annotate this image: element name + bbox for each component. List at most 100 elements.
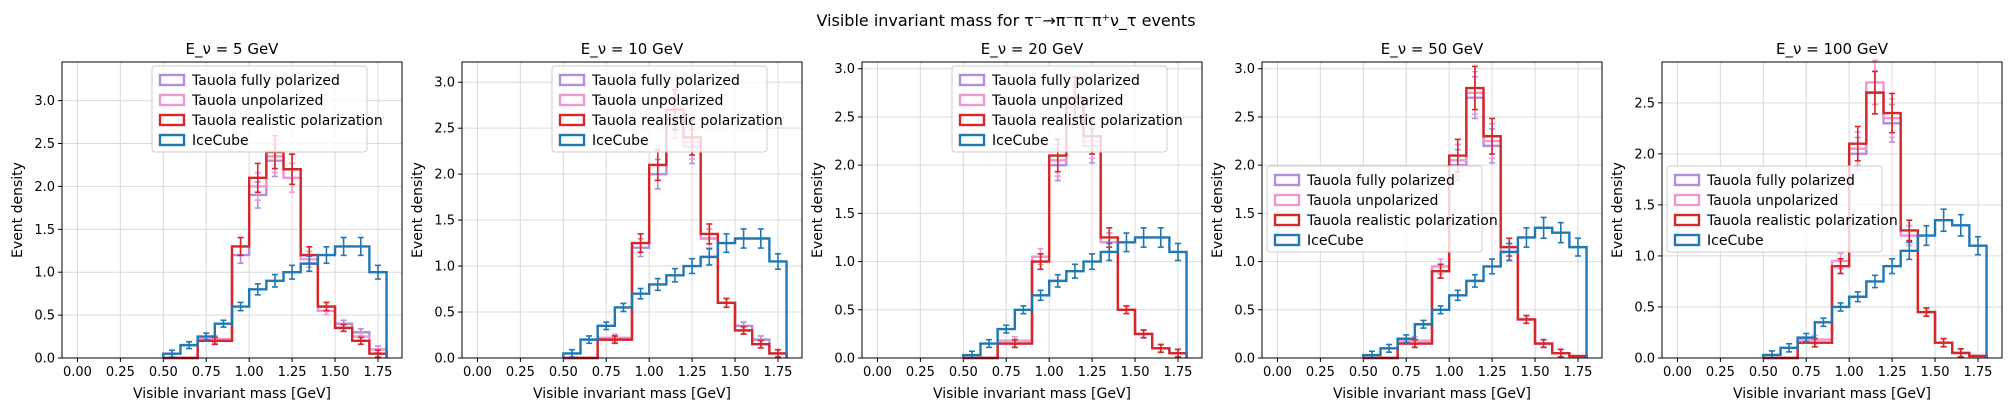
y-tick-label: 0.0 [1234, 352, 1255, 367]
y-tick-label: 0.5 [434, 306, 455, 321]
y-tick-label: 3.0 [434, 76, 455, 91]
y-tick-label: 1.0 [434, 260, 455, 275]
x-tick-label: 1.25 [278, 365, 307, 380]
legend-swatch [1273, 193, 1301, 207]
x-axis-label: Visible invariant mass [GeV] [533, 386, 731, 402]
legend-label: Tauola fully polarized [591, 73, 740, 89]
axes-frame [861, 61, 1203, 359]
y-tick-label: 2.5 [834, 110, 855, 125]
panel-title: E_ν = 10 GeV [581, 40, 684, 59]
legend-label: Tauola realistic polarization [1306, 213, 1498, 229]
legend-box [551, 65, 768, 153]
legend-label: Tauola realistic polarization [191, 113, 383, 129]
legend-box [1266, 165, 1483, 253]
x-tick-label: 1.25 [1078, 365, 1107, 380]
x-axis-label: Visible invariant mass [GeV] [1733, 386, 1931, 402]
y-tick-label: 0.0 [34, 352, 55, 367]
legend-swatch [1673, 233, 1701, 247]
legend: Tauola fully polarized Tauola unpolarized… [151, 65, 383, 153]
legend-label: Tauola fully polarized [1706, 173, 1855, 189]
y-tick-label: 2.0 [34, 180, 55, 195]
legend-swatch [1273, 213, 1301, 227]
legend-swatch [158, 133, 186, 147]
legend-swatch [1273, 233, 1301, 247]
x-tick-label: 1.00 [635, 365, 664, 380]
series-line-3 [1763, 91, 1988, 360]
y-tick-label: 2.0 [1234, 159, 1255, 174]
y-tick-label: 1.5 [1234, 207, 1255, 222]
series-line-4 [562, 237, 788, 358]
y-axis-label: Event density [810, 162, 826, 258]
legend-label: Tauola realistic polarization [1706, 213, 1898, 229]
x-tick-label: 1.75 [1563, 365, 1592, 380]
y-tick-label: 1.5 [34, 223, 55, 238]
legend-label: IceCube [1307, 233, 1364, 249]
x-tick-label: 0.00 [1263, 365, 1292, 380]
y-tick-label: 1.5 [434, 214, 455, 229]
legend-label: Tauola fully polarized [1306, 173, 1455, 189]
y-tick-label: 3.0 [1234, 62, 1255, 77]
y-tick-label: 2.5 [1634, 96, 1655, 111]
y-tick-label: 2.5 [1234, 110, 1255, 125]
x-tick-label: 0.50 [1749, 365, 1778, 380]
panel-1: 0.00 0.25 0.50 0.75 1.00 1.25 1.50 1.75 0.0 0.5 1.… [10, 40, 403, 402]
x-tick-label: 1.75 [763, 365, 792, 380]
y-axis-label: Event density [1210, 162, 1226, 258]
legend-label: Tauola unpolarized [991, 93, 1123, 109]
legend: Tauola fully polarized Tauola unpolarized… [1266, 165, 1498, 253]
x-tick-label: 1.75 [1163, 365, 1192, 380]
legend: Tauola fully polarized Tauola unpolarized… [551, 65, 783, 153]
y-tick-label: 0.5 [34, 309, 55, 324]
x-tick-label: 1.25 [1878, 365, 1907, 380]
y-tick-label: 0.5 [1234, 303, 1255, 318]
x-tick-label: 0.00 [1663, 365, 1692, 380]
series-line-3 [1363, 86, 1588, 360]
y-tick-label: 1.0 [834, 255, 855, 270]
legend-label: Tauola unpolarized [591, 93, 723, 109]
legend-label: Tauola realistic polarization [591, 113, 783, 129]
series-line-4 [962, 236, 1188, 358]
panel-4: 0.00 0.25 0.50 0.75 1.00 1.25 1.50 1.75 0.0 0.5 1.… [1210, 40, 1603, 402]
legend-label: Tauola unpolarized [191, 93, 323, 109]
x-tick-label: 0.25 [106, 365, 135, 380]
legend-swatch [1273, 173, 1301, 187]
x-tick-label: 0.75 [1392, 365, 1421, 380]
y-tick-label: 2.0 [1634, 147, 1655, 162]
y-tick-label: 2.0 [434, 168, 455, 183]
legend-swatch [158, 73, 186, 87]
y-tick-label: 1.5 [1634, 198, 1655, 213]
x-tick-label: 0.25 [906, 365, 935, 380]
y-axis-label: Event density [410, 162, 426, 258]
x-tick-label: 0.00 [463, 365, 492, 380]
legend-label: IceCube [992, 133, 1049, 149]
x-tick-label: 0.50 [1349, 365, 1378, 380]
legend-swatch [958, 93, 986, 107]
y-tick-label: 2.5 [34, 137, 55, 152]
panel-title: E_ν = 100 GeV [1776, 40, 1889, 59]
x-tick-label: 1.50 [321, 365, 350, 380]
axes-frame [61, 61, 403, 359]
x-axis-label: Visible invariant mass [GeV] [933, 386, 1131, 402]
y-tick-label: 2.0 [834, 159, 855, 174]
y-tick-label: 2.5 [434, 122, 455, 137]
axes-frame [1661, 61, 2003, 359]
x-tick-label: 1.75 [363, 365, 392, 380]
x-tick-label: 0.50 [949, 365, 978, 380]
y-axis-label: Event density [10, 162, 26, 258]
y-tick-label: 1.0 [1234, 255, 1255, 270]
legend-swatch [958, 73, 986, 87]
series-line-4 [162, 245, 388, 358]
legend-label: IceCube [592, 133, 649, 149]
y-tick-label: 3.0 [34, 94, 55, 109]
axes-frame [1261, 61, 1603, 359]
legend-box [951, 65, 1168, 153]
legend-swatch [1673, 193, 1701, 207]
x-tick-label: 0.25 [1306, 365, 1335, 380]
x-tick-label: 1.00 [1835, 365, 1864, 380]
panel-title: E_ν = 50 GeV [1381, 40, 1484, 59]
legend-label: IceCube [1707, 233, 1764, 249]
y-tick-label: 1.0 [34, 266, 55, 281]
legend-label: Tauola realistic polarization [991, 113, 1183, 129]
y-tick-label: 0.0 [1634, 352, 1655, 367]
